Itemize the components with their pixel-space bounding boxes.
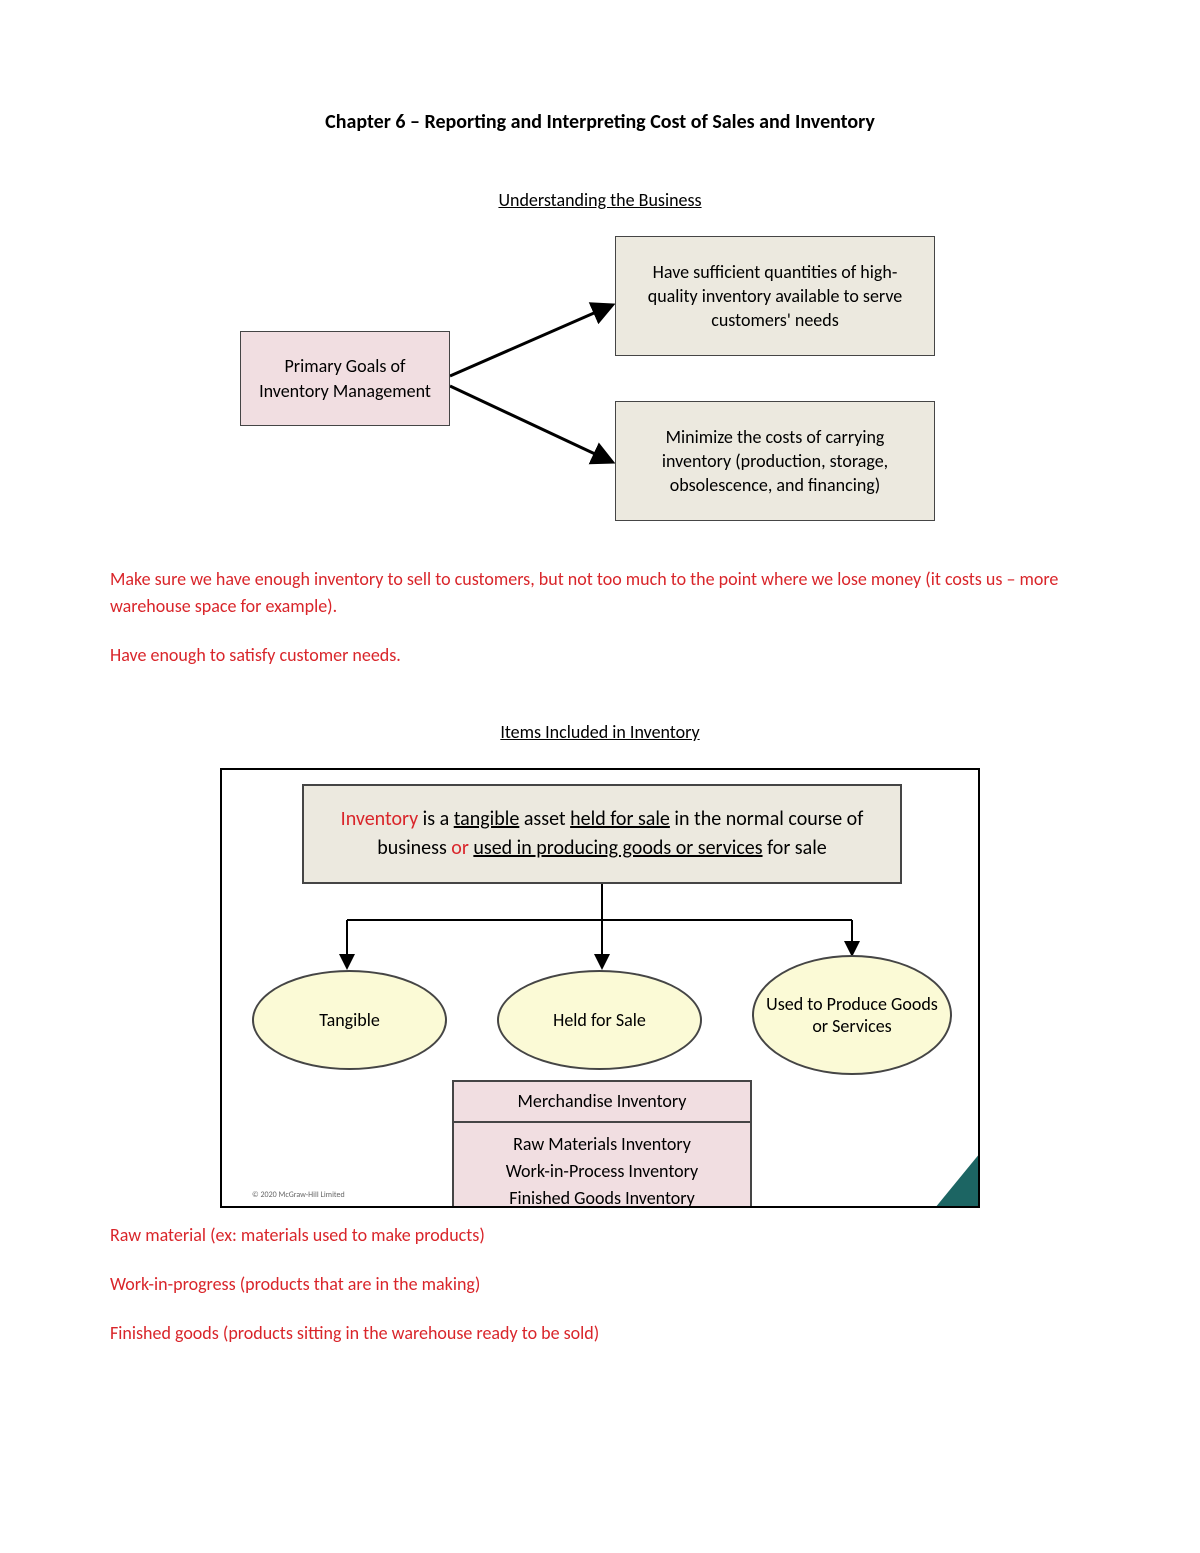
chapter-title: Chapter 6 – Reporting and Interpreting C…	[110, 110, 1090, 134]
page: Chapter 6 – Reporting and Interpreting C…	[0, 0, 1200, 1553]
inventory-definition-box: Inventory is a tangible asset held for s…	[302, 784, 902, 884]
finished-goods-line: Finished Goods Inventory	[462, 1185, 742, 1208]
ellipse-held-for-sale: Held for Sale	[497, 970, 702, 1070]
word-tangible: tangible	[454, 807, 520, 831]
raw-materials-line: Raw Materials Inventory	[462, 1131, 742, 1158]
merchandise-box: Merchandise Inventory Raw Materials Inve…	[452, 1080, 752, 1208]
annotation-raw-material: Raw material (ex: materials used to make…	[110, 1222, 1090, 1249]
goals-right-box-minimize-cost: Minimize the costs of carrying inventory…	[615, 401, 935, 521]
word-used-in-producing: used in producing goods or services	[473, 836, 762, 860]
inventory-diagram: Inventory is a tangible asset held for s…	[220, 768, 980, 1208]
annotation-satisfy-needs: Have enough to satisfy customer needs.	[110, 642, 1090, 669]
goals-right-box-quantities: Have sufficient quantities of high-quali…	[615, 236, 935, 356]
wip-line: Work-in-Process Inventory	[462, 1158, 742, 1185]
inventory-types-list: Raw Materials Inventory Work-in-Process …	[452, 1123, 752, 1208]
slide-copyright: © 2020 McGraw-Hill Limited	[252, 1190, 345, 1200]
word-held-for-sale: held for sale	[570, 807, 670, 831]
section-heading-understanding: Understanding the Business	[110, 189, 1090, 211]
section-heading-items-included: Items Included in Inventory	[110, 721, 1090, 743]
goals-left-box: Primary Goals of Inventory Management	[240, 331, 450, 426]
word-inventory: Inventory	[341, 807, 419, 831]
merchandise-inventory-label: Merchandise Inventory	[452, 1080, 752, 1123]
ellipse-produce-goods: Used to Produce Goods or Services	[752, 955, 952, 1075]
slide-corner-decoration	[935, 1153, 980, 1208]
annotation-enough-inventory: Make sure we have enough inventory to se…	[110, 566, 1090, 620]
annotation-wip: Work-in-progress (products that are in t…	[110, 1271, 1090, 1298]
goals-diagram: Primary Goals of Inventory Management Ha…	[220, 236, 980, 526]
word-or: or	[451, 836, 469, 860]
annotation-finished-goods: Finished goods (products sitting in the …	[110, 1320, 1090, 1347]
ellipse-tangible: Tangible	[252, 970, 447, 1070]
